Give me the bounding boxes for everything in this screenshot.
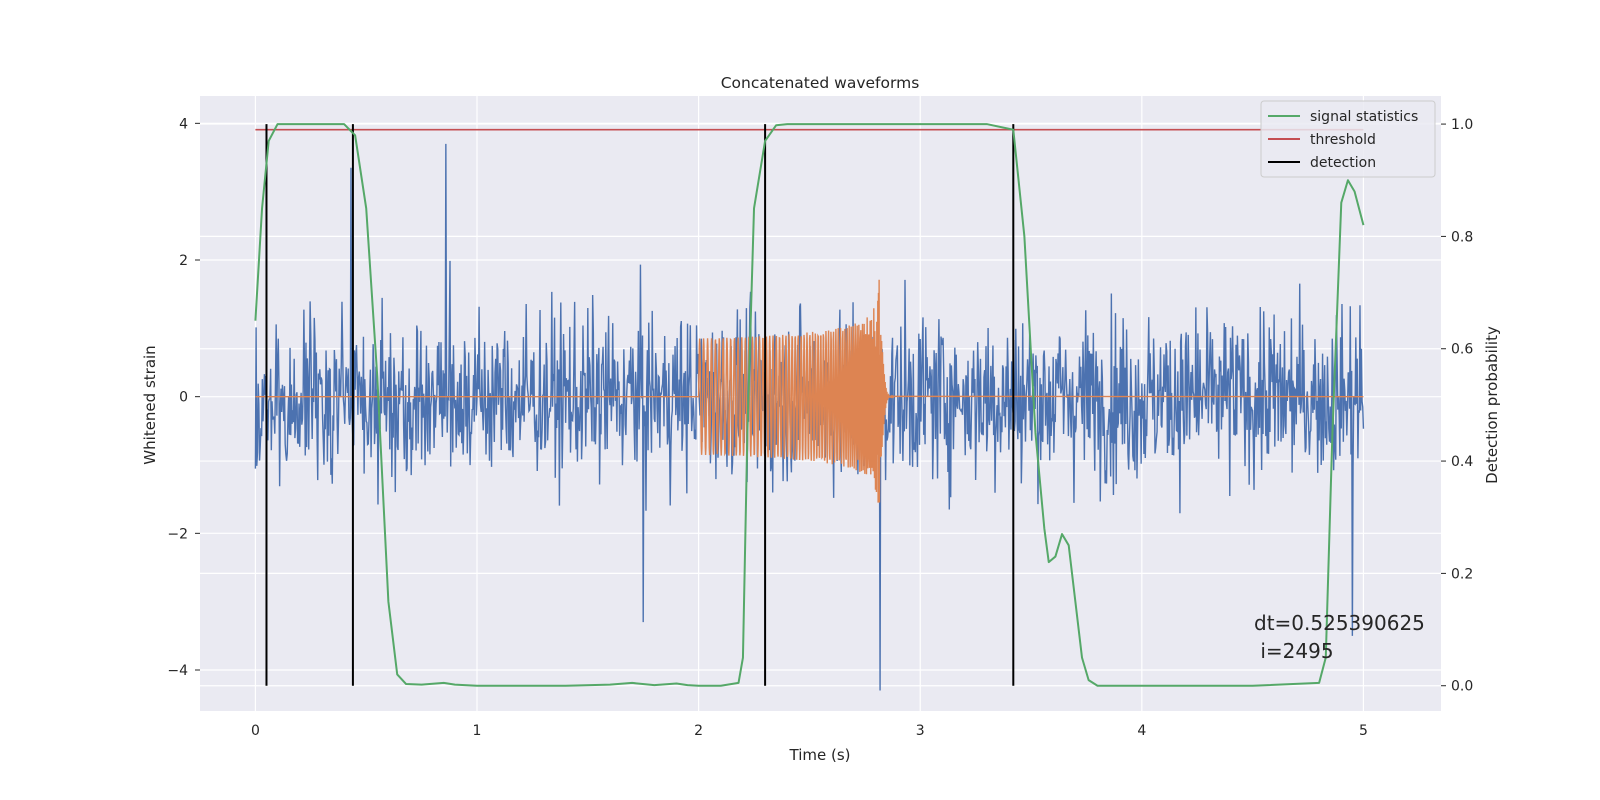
annotation-i: i=2495 bbox=[1254, 639, 1334, 663]
y-right-tick-label: 0.2 bbox=[1451, 566, 1473, 582]
x-tick-label: 4 bbox=[1137, 723, 1146, 739]
y-tick-label: −2 bbox=[167, 526, 188, 542]
x-tick-label: 5 bbox=[1359, 723, 1368, 739]
y-right-axis-title: Detection probability bbox=[1483, 326, 1501, 484]
legend: signal statistics threshold detection bbox=[1260, 100, 1436, 178]
y-right-tick-label: 0.4 bbox=[1451, 454, 1473, 470]
y-axis-title: Whitened strain bbox=[141, 345, 159, 464]
legend-box bbox=[1260, 100, 1436, 178]
x-tick-label: 1 bbox=[473, 723, 482, 739]
x-axis-title: Time (s) bbox=[789, 746, 851, 764]
y-right-tick-label: 0.6 bbox=[1451, 342, 1473, 358]
y-tick-label: 0 bbox=[179, 390, 188, 406]
signal-statistics-line bbox=[254, 123, 1365, 687]
injected-waveform-line bbox=[255, 279, 1364, 503]
annotation-dt: dt=0.525390625 bbox=[1254, 611, 1425, 635]
y-right-tick-label: 0.0 bbox=[1451, 679, 1473, 695]
x-tick-label: 0 bbox=[251, 723, 260, 739]
legend-label-detection: detection bbox=[1310, 155, 1376, 171]
data-layer bbox=[254, 123, 1365, 691]
chart-title: Concatenated waveforms bbox=[721, 74, 920, 92]
legend-label-threshold: threshold bbox=[1310, 132, 1376, 148]
legend-label-signal-statistics: signal statistics bbox=[1310, 109, 1418, 125]
axes: 0 1 2 3 4 5 4 2 0 −2 −4 1.0 0.8 0.6 0.4 0.2 0.0 bbox=[167, 116, 1473, 739]
y-tick-label: 2 bbox=[179, 253, 188, 269]
y-tick-label: −4 bbox=[167, 663, 188, 679]
y-right-tick-label: 1.0 bbox=[1451, 117, 1473, 133]
x-tick-label: 2 bbox=[694, 723, 703, 739]
x-tick-label: 3 bbox=[916, 723, 925, 739]
y-tick-label: 4 bbox=[179, 116, 188, 132]
y-right-tick-label: 0.8 bbox=[1451, 229, 1473, 245]
